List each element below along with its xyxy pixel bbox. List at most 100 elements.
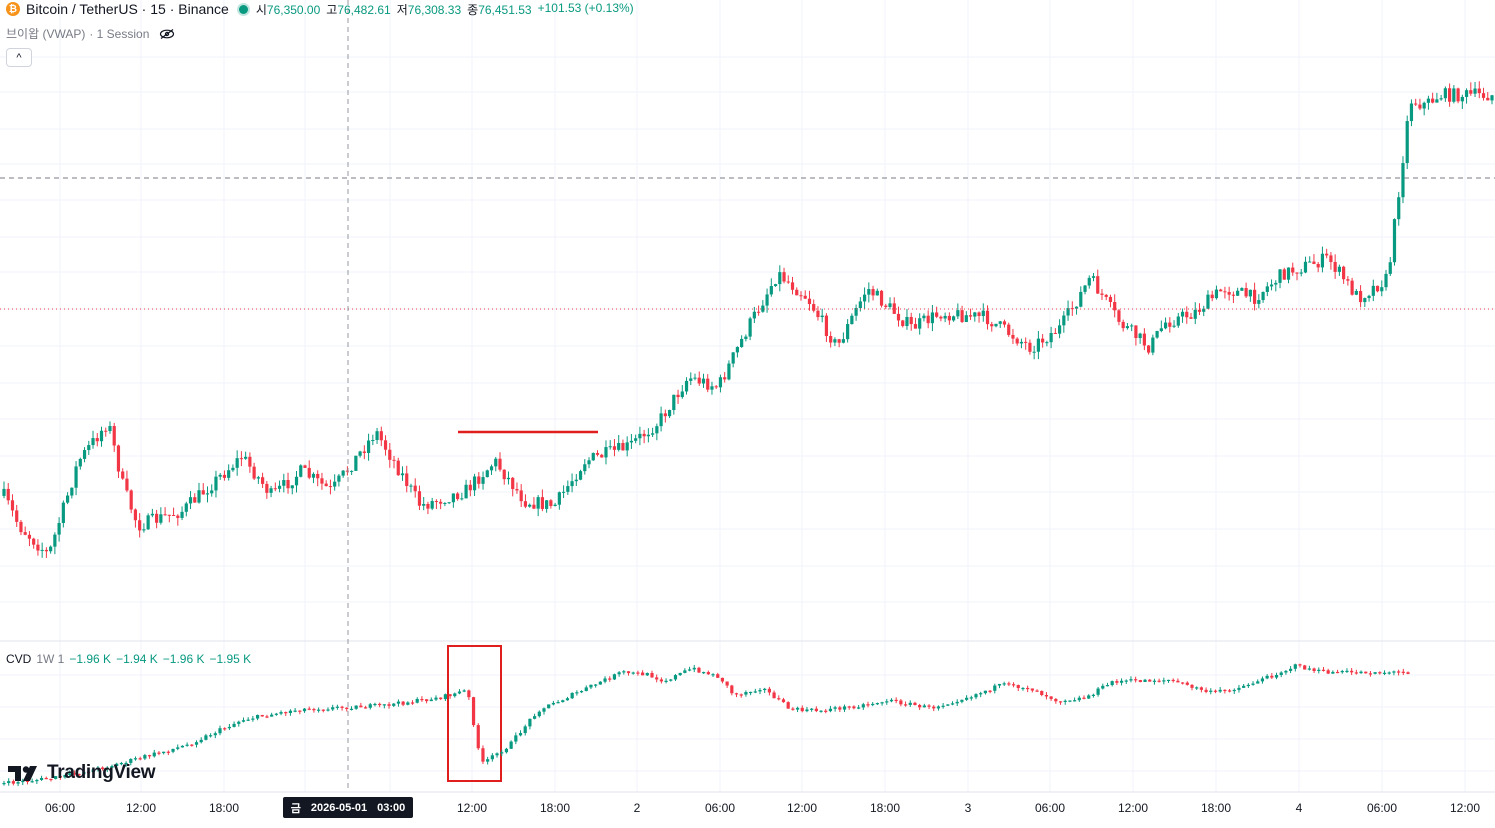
price-candle-body	[981, 310, 985, 317]
symbol-title[interactable]: Bitcoin / TetherUS · 15 · Binance	[26, 1, 229, 17]
cvd-candle-body	[265, 716, 269, 718]
price-candle-body	[358, 451, 362, 456]
cvd-candle-body	[861, 704, 865, 708]
market-status-dot[interactable]	[238, 4, 248, 14]
cvd-legend[interactable]: CVD 1W 1 −1.96 K −1.94 K −1.96 K −1.95 K	[6, 652, 251, 666]
cvd-candle-body	[1242, 685, 1246, 688]
cvd-candle-body	[1317, 669, 1321, 672]
cvd-candle-body	[645, 673, 649, 676]
cvd-candle-body	[312, 709, 316, 711]
cvd-candle-body	[387, 704, 391, 706]
cvd-candle-body	[866, 704, 870, 706]
price-candle-body	[1435, 99, 1439, 103]
price-candle-body	[430, 501, 434, 509]
cvd-candle-body	[716, 674, 720, 678]
crosshair-day: 금	[290, 802, 301, 815]
price-candle-body	[316, 473, 320, 479]
cvd-candle-body	[669, 679, 673, 681]
price-candle-body	[1414, 103, 1418, 105]
cvd-candle-body	[1392, 671, 1396, 673]
cvd-candle-body	[885, 701, 889, 703]
price-candle-body	[333, 481, 337, 487]
price-candle-body	[447, 502, 451, 504]
cvd-candle-body	[1054, 698, 1058, 702]
cvd-candle-body	[791, 708, 795, 710]
price-candle-body	[439, 501, 443, 504]
cvd-candle-body	[368, 704, 372, 708]
price-candle-body	[968, 315, 973, 317]
cvd-candle-body	[753, 691, 757, 693]
symbol-header[interactable]: ₿ Bitcoin / TetherUS · 15 · Binance 시76,…	[6, 0, 634, 18]
cvd-candle-body	[227, 726, 231, 729]
cvd-candle-body	[997, 683, 1002, 686]
price-candle-body	[731, 352, 735, 364]
price-candle-body	[939, 316, 943, 319]
cvd-candle-body	[988, 690, 992, 692]
cvd-candle-body	[1364, 671, 1368, 674]
cvd-candle-body	[340, 706, 344, 708]
price-candle-body	[44, 549, 48, 552]
price-candle-body	[405, 473, 409, 487]
price-candle-body	[307, 467, 311, 478]
price-candle-body	[528, 504, 532, 507]
cvd-candle-body	[1087, 695, 1091, 699]
cvd-candle-body	[260, 714, 264, 717]
cvd-candle-body	[720, 677, 725, 682]
price-candle-body	[1291, 267, 1295, 273]
price-candle-body	[345, 470, 349, 472]
price-candle-body	[536, 497, 540, 509]
price-candle-body	[265, 483, 269, 493]
cvd-name[interactable]: CVD	[6, 652, 32, 666]
cvd-candle-body	[1171, 679, 1175, 682]
price-candle-body	[1193, 309, 1197, 319]
price-candle-body	[684, 380, 689, 392]
price-candle-body	[1074, 306, 1079, 309]
price-candle-body	[371, 439, 375, 441]
price-candle-body	[426, 503, 430, 509]
cvd-candle-body	[1016, 685, 1020, 689]
cvd-candle-body	[1115, 681, 1119, 683]
price-candle-body	[1375, 285, 1380, 292]
collapse-legend-button[interactable]: ^	[6, 48, 32, 67]
price-candle-body	[667, 410, 672, 417]
price-candle-body	[824, 315, 829, 337]
cvd-candle-body	[471, 697, 476, 726]
cvd-candle-body	[434, 697, 438, 700]
price-candle-body	[761, 305, 765, 312]
cvd-candle-body	[495, 753, 499, 756]
price-candle-body	[604, 447, 608, 458]
cvd-candle-body	[528, 718, 532, 727]
cvd-candle-body	[1213, 690, 1218, 692]
eye-off-icon[interactable]	[159, 28, 175, 39]
vwap-legend[interactable]: 브이왑 (VWAP) · 1 Session	[6, 25, 175, 42]
price-candle-body	[146, 515, 150, 530]
price-candle-body	[277, 485, 282, 489]
cvd-candle-body	[767, 688, 771, 693]
price-candle-body	[10, 500, 15, 511]
price-candle-body	[629, 440, 634, 443]
price-candle-body	[765, 294, 769, 306]
price-candle-body	[1185, 311, 1189, 318]
price-candle-body	[1206, 294, 1210, 309]
price-candle-body	[786, 281, 790, 283]
price-candle-body	[875, 290, 879, 296]
price-candle-body	[1100, 293, 1104, 295]
cvd-candle-body	[96, 767, 100, 770]
time-axis-label: 06:00	[1035, 801, 1065, 815]
vwap-name[interactable]: 브이왑 (VWAP)	[6, 27, 86, 41]
price-candle-body	[985, 310, 990, 325]
tradingview-logo[interactable]: TradingView	[8, 762, 156, 784]
price-candle-body	[905, 316, 909, 327]
price-candle-body	[1223, 291, 1227, 293]
cvd-candle-body	[1345, 670, 1349, 673]
cvd-candle-body	[800, 707, 804, 712]
cvd-candle-body	[1232, 689, 1236, 692]
cvd-candle-body	[1129, 679, 1133, 681]
price-candle-body	[65, 495, 70, 503]
cvd-value-3: −1.96 K	[162, 652, 205, 666]
cvd-candle-body	[359, 705, 363, 708]
cvd-candle-body	[598, 681, 602, 685]
cvd-value-2: −1.94 K	[116, 652, 158, 666]
